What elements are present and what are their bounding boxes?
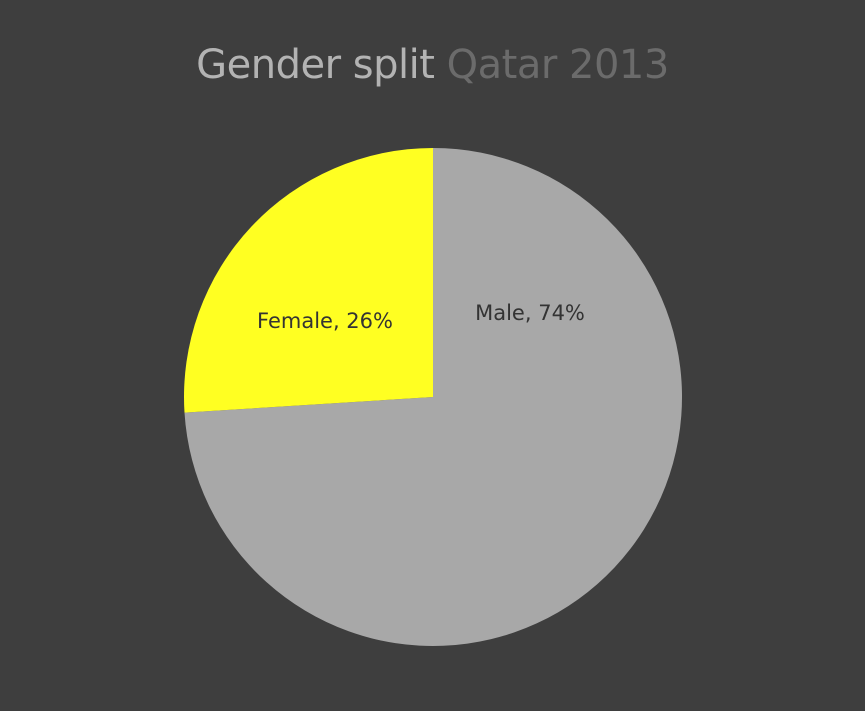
pie-slice-female	[184, 148, 433, 413]
pie-slice-male	[184, 148, 683, 647]
slice-label-female: Female, 26%	[257, 309, 393, 333]
chart-title: Gender split Qatar 2013	[0, 42, 865, 88]
chart-title-main: Gender split	[196, 42, 435, 88]
slice-label-male: Male, 74%	[475, 301, 585, 325]
chart-subtitle: Qatar 2013	[446, 42, 670, 88]
